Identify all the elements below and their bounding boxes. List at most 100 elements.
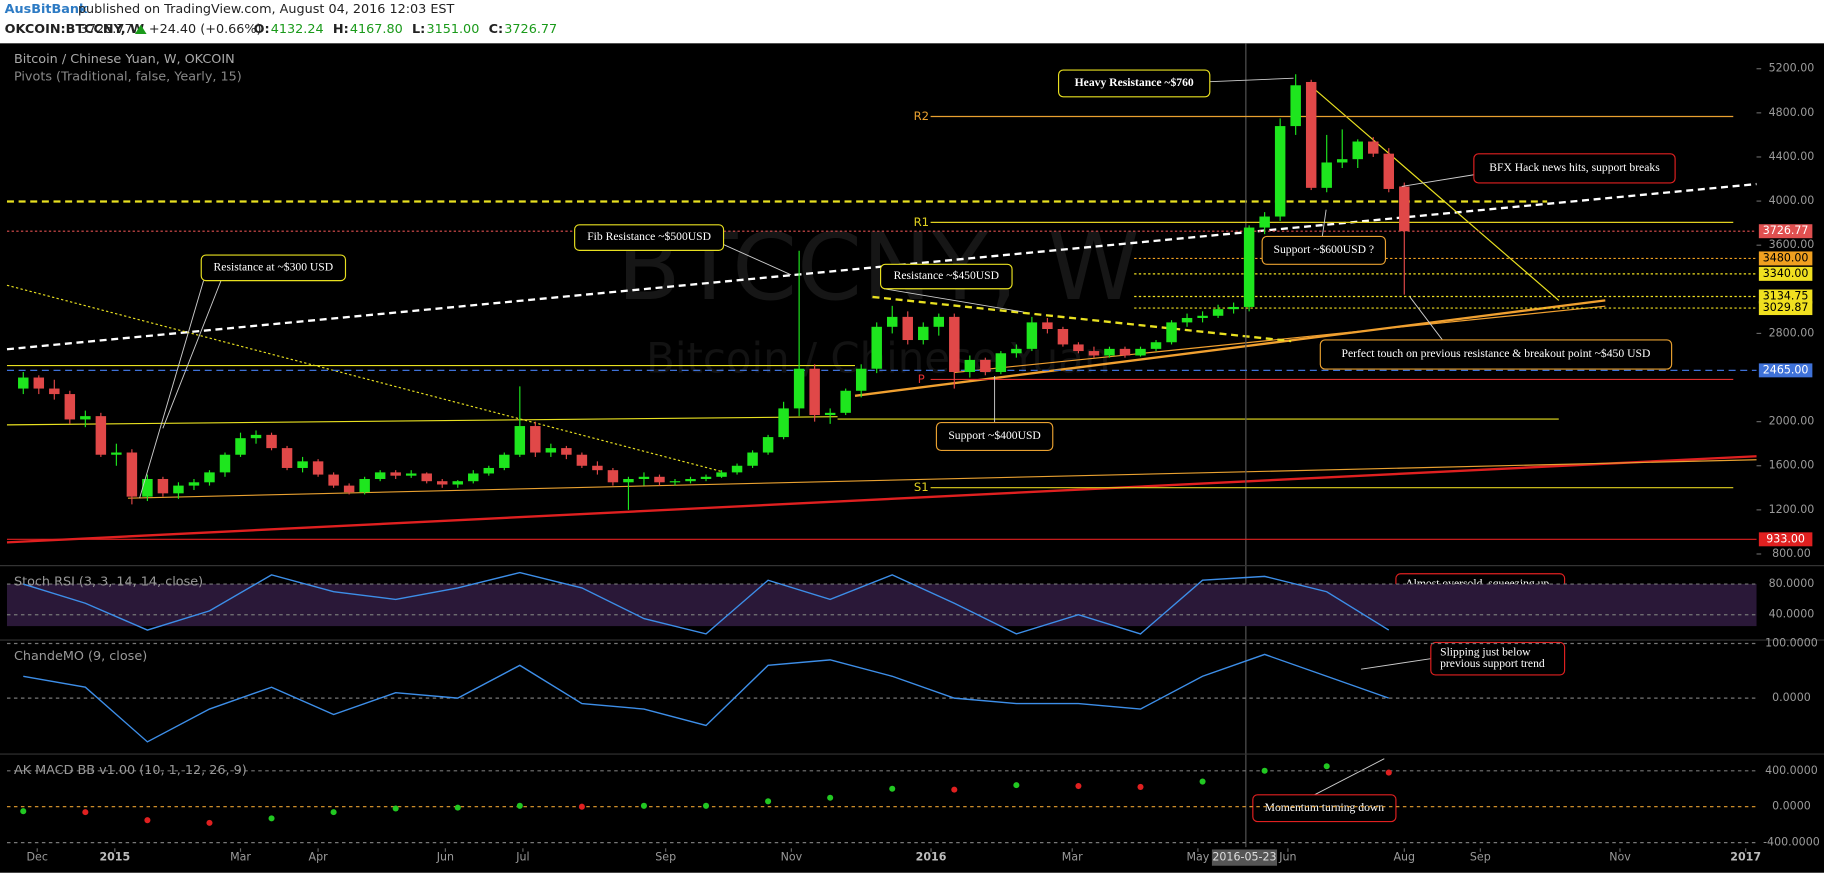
candle-body [1321, 162, 1332, 188]
macd-dot [889, 785, 896, 792]
price-tag-label: 3340.00 [1763, 267, 1809, 280]
leader-line [1409, 296, 1443, 341]
candle-body [1259, 216, 1270, 228]
pane-tick-label: 80.0000 [1769, 577, 1815, 590]
candle-body [824, 412, 836, 416]
candle-body [576, 454, 588, 466]
candle-body [747, 452, 758, 466]
annotation-text: Slipping just below [1440, 646, 1531, 659]
ohlc-key: H: [333, 22, 349, 37]
macd-dot [1199, 778, 1206, 785]
macd-dot [702, 802, 710, 809]
leader-line [1401, 174, 1474, 187]
candle-body [1073, 344, 1084, 352]
candle-body [933, 316, 945, 327]
candle-body [235, 438, 246, 455]
price-tag-label: 3480.00 [1763, 251, 1809, 264]
candle-body [762, 437, 774, 453]
candle-body [312, 461, 324, 475]
x-tick-label: Mar [1062, 851, 1083, 864]
price-tag [1758, 363, 1813, 378]
indicator-line [23, 653, 1390, 743]
candle-body [1383, 153, 1395, 189]
candle-body [731, 465, 743, 473]
price-tag-label: 933.00 [1766, 532, 1805, 545]
candle-body [778, 408, 789, 438]
candle-body [1212, 309, 1224, 316]
macd-dot [206, 819, 213, 826]
candle-body [980, 359, 991, 373]
macd-dot [1137, 783, 1144, 790]
published: published on TradingView.com, August 04,… [78, 2, 455, 17]
candle-body [964, 359, 976, 373]
pane-tick-label: 100.0000 [1765, 636, 1818, 649]
candle-body [390, 472, 401, 476]
x-tick-label: 2017 [1730, 851, 1761, 864]
candle-body [669, 481, 681, 483]
candle-body [1399, 186, 1410, 232]
pivot-label: P [918, 372, 925, 386]
candle-body [918, 326, 929, 341]
author[interactable]: AusBitBank [5, 2, 88, 17]
macd-dot [640, 802, 647, 809]
annotation-text: Support ~$400USD [948, 429, 1041, 442]
leader-line [162, 280, 222, 429]
candle-body [840, 390, 851, 413]
annotation-text: Heavy Resistance ~$760 [1075, 76, 1194, 89]
y-tick-label: 4400.00 [1769, 150, 1815, 163]
candle-body [607, 470, 619, 483]
ohlc-value: 4167.80 [350, 22, 403, 37]
y-tick-label: 1200.00 [1769, 503, 1815, 516]
y-tick-label: 3600.00 [1769, 238, 1815, 251]
pane-tick-label: 40.0000 [1769, 608, 1815, 621]
price-tag-label: 3726.77 [1763, 224, 1809, 237]
x-tick-label: 2015 [99, 851, 130, 864]
macd-dot [827, 794, 834, 801]
annotation-text: Momentum turning down [1265, 801, 1385, 814]
stoch-band [6, 584, 1757, 627]
candle-body [173, 485, 184, 494]
indicator-line [23, 571, 1390, 635]
candle-body [530, 426, 541, 453]
macd-dot [765, 798, 772, 805]
candle-body [188, 482, 200, 486]
macd-dot [268, 815, 275, 822]
candle-body [49, 388, 60, 395]
ohlc-key: C: [489, 22, 503, 37]
pane-tick-label: 400.0000 [1765, 764, 1818, 777]
x-tick-label: Jun [436, 851, 454, 864]
candle-body [64, 394, 76, 420]
annotation-box [1252, 794, 1397, 823]
price-tag [1758, 266, 1813, 281]
x-tick-label: Apr [309, 851, 329, 864]
pane-tick-label: 0.0000 [1772, 800, 1811, 813]
annotation-text: Perfect touch on previous resistance & b… [1342, 347, 1651, 360]
up-arrow [134, 24, 147, 35]
pivot-label: R1 [914, 215, 929, 229]
x-tick-label: Aug [1394, 851, 1416, 864]
ohlc-value: 3151.00 [426, 22, 479, 37]
candle-body [1228, 306, 1239, 310]
x-tick-label: Jun [1278, 851, 1296, 864]
annotation-box [935, 421, 1054, 452]
candle-body [343, 485, 355, 493]
annotation-text: Support ~$600USD ? [1273, 243, 1374, 256]
candle-body [111, 452, 122, 455]
macd-dot [1261, 767, 1268, 774]
candle-body [1274, 126, 1286, 217]
candle-body [1181, 317, 1193, 323]
candle-body [1352, 141, 1363, 160]
chart-subtitle: Pivots (Traditional, false, Yearly, 15) [14, 70, 242, 85]
x-tick-label: May [1186, 851, 1209, 864]
price-tag-label: 3029.87 [1763, 301, 1809, 314]
candle-body [545, 448, 557, 453]
candle-body [95, 416, 107, 455]
candle-body [1368, 141, 1379, 154]
candle-body [297, 461, 308, 468]
candle-body [1336, 159, 1348, 163]
macd-dot [330, 809, 337, 816]
candle-body [468, 473, 479, 482]
ohlc-value: 3726.77 [504, 22, 557, 37]
candle-body [700, 476, 712, 479]
annotation-box [1057, 69, 1211, 98]
